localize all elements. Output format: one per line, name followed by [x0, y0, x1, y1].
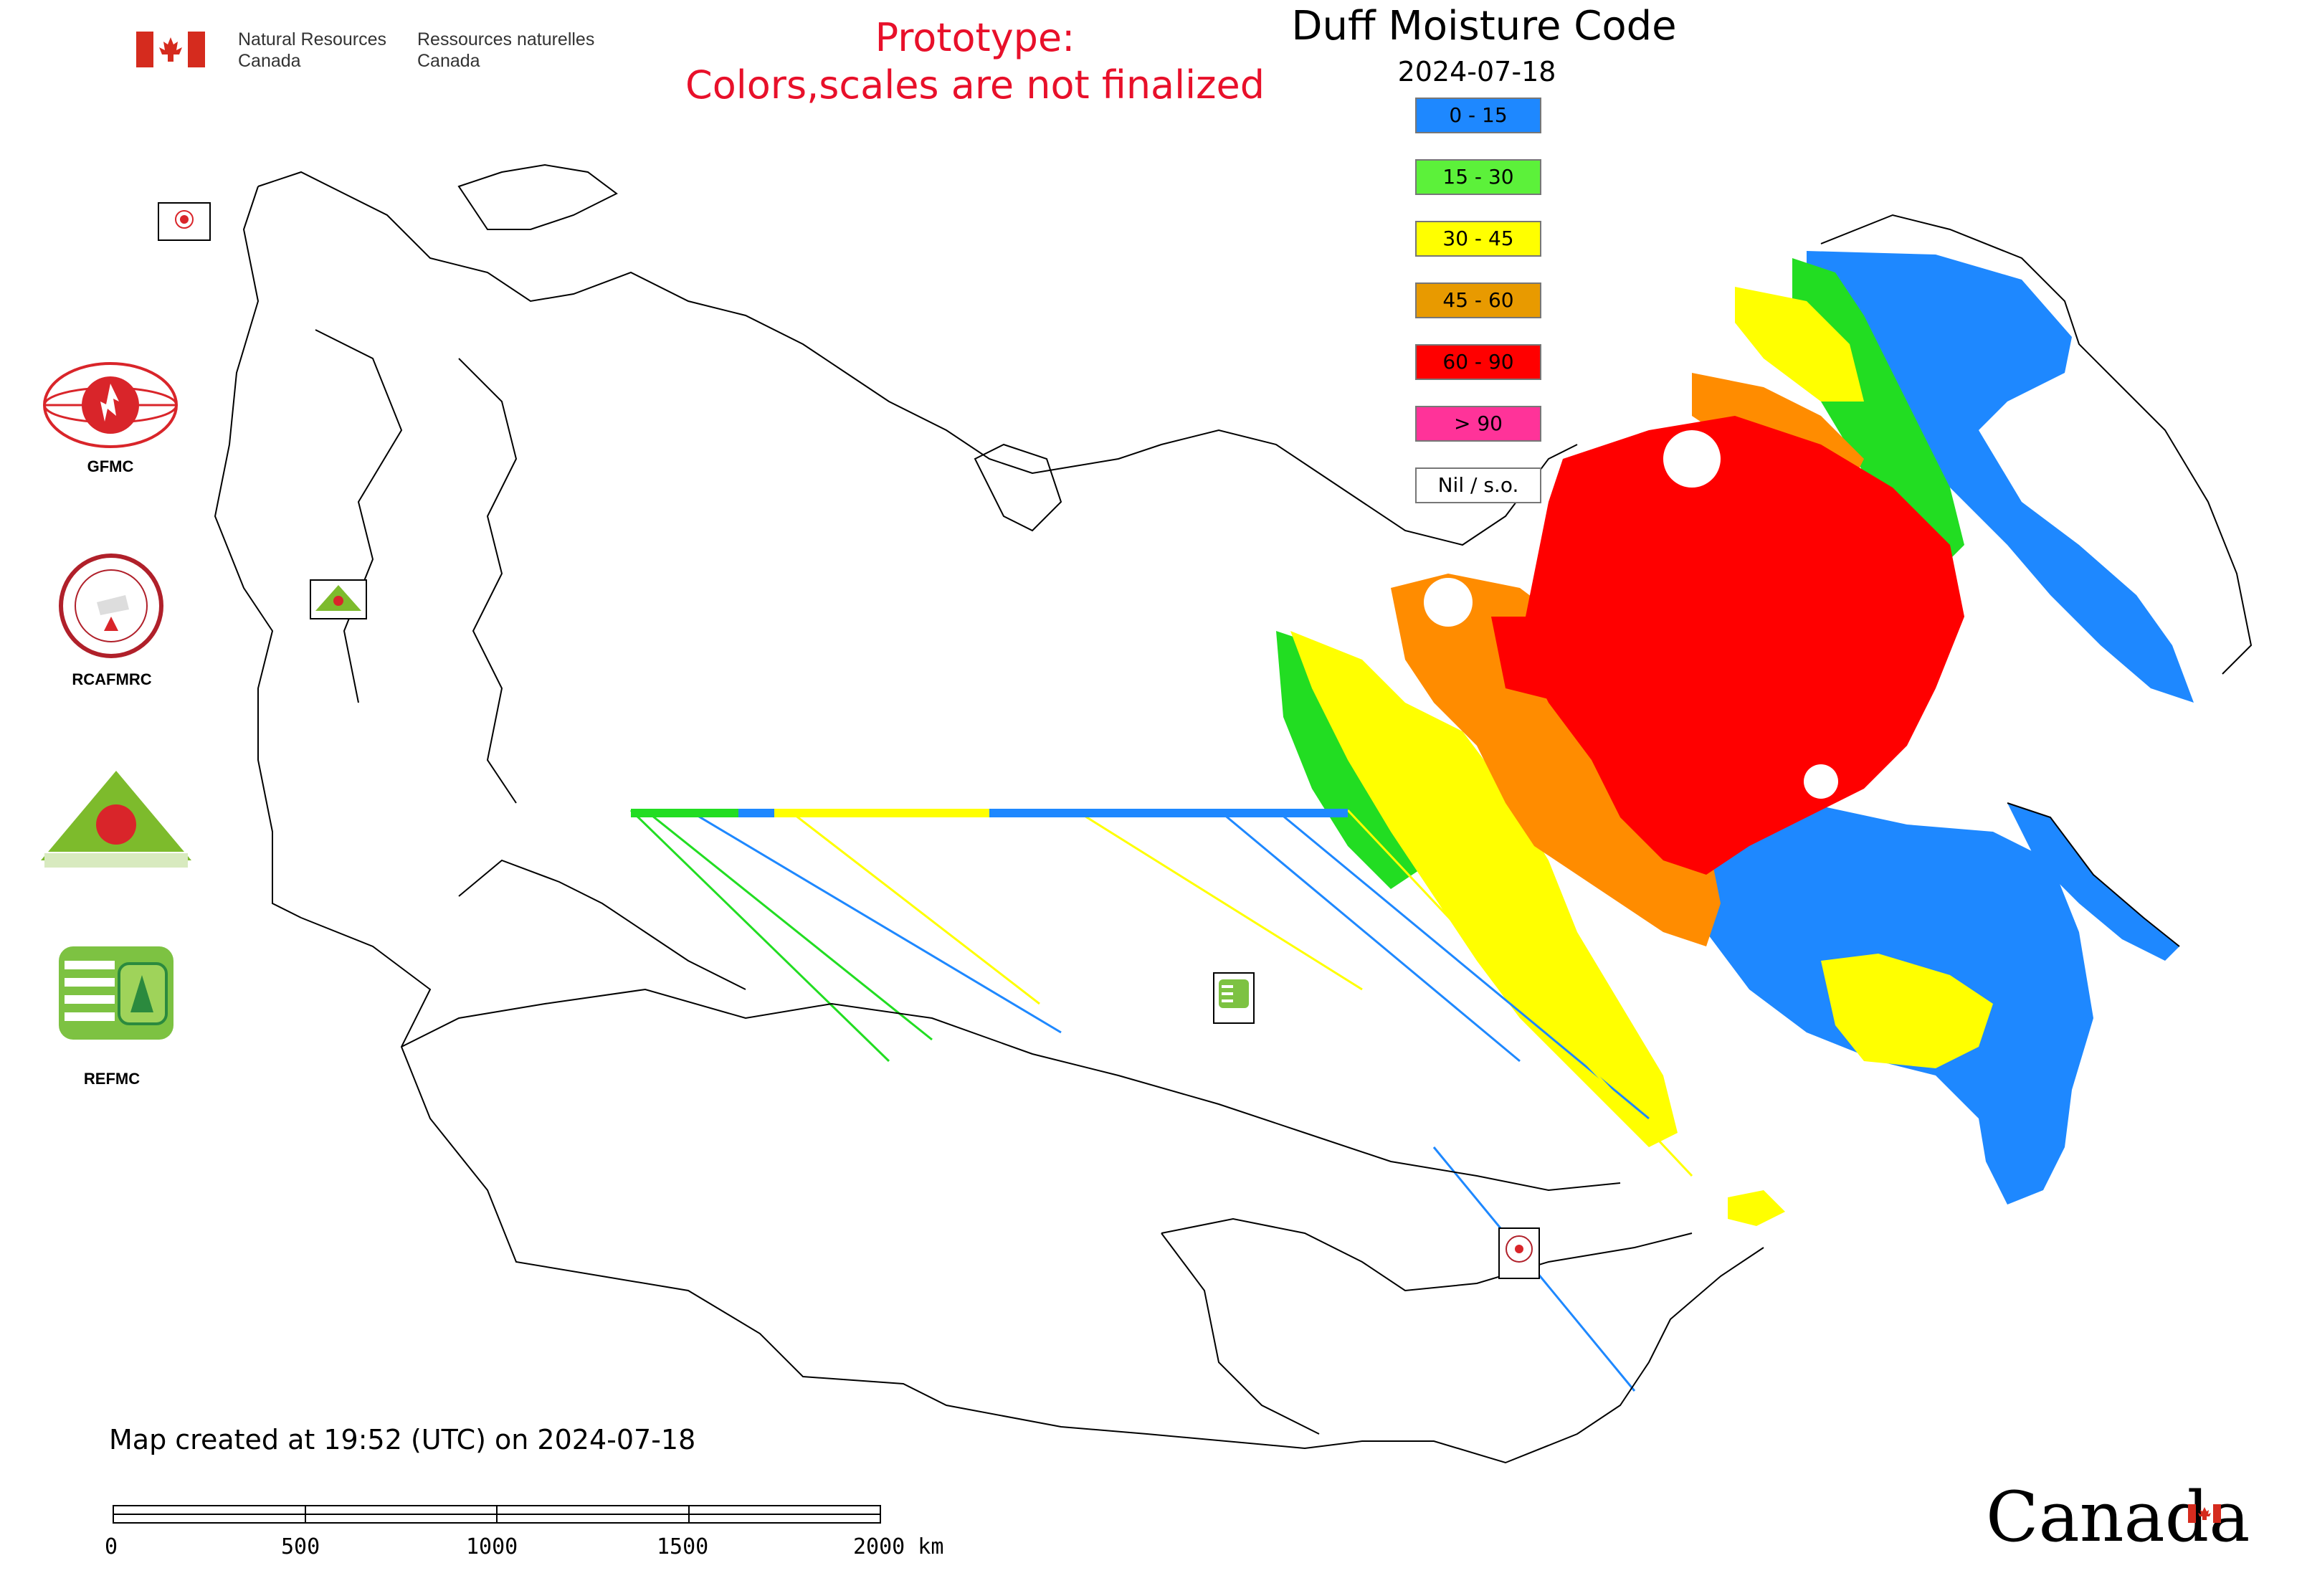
dmc-region-blue-sakhalin — [2007, 803, 2179, 961]
streak — [688, 809, 1062, 1034]
boundary-china — [1161, 1232, 1320, 1435]
map-created-note: Map created at 19:52 (UTC) on 2024-07-18 — [109, 1424, 696, 1455]
scale-label-1000: 1000 — [466, 1534, 518, 1559]
island-severnaya — [974, 443, 1062, 532]
legend-label: 15 - 30 — [1442, 165, 1514, 189]
canada-wordmark-flag-icon — [2188, 1504, 2221, 1523]
scale-label-500: 500 — [281, 1534, 320, 1559]
refmc-logo-icon — [59, 946, 173, 1040]
org-name-en: Natural Resources Canada — [238, 29, 386, 72]
legend-label: 30 - 45 — [1442, 227, 1514, 250]
dmc-region-yellow-3 — [1735, 287, 1864, 402]
scale-label-0: 0 — [105, 1534, 118, 1559]
boundary-south — [300, 917, 1764, 1464]
gfmc-label: GFMC — [87, 457, 134, 475]
rcafmrc-marker-icon — [1498, 1227, 1540, 1279]
island-novaya-zemlya — [457, 163, 618, 230]
legend-item-30-45: 30 - 45 — [1415, 221, 1541, 257]
reefmc-marker-icon — [310, 579, 367, 619]
boundary-interior-1 — [458, 859, 746, 990]
coastline-east — [1820, 214, 2253, 675]
legend-item-over-90: > 90 — [1415, 406, 1541, 442]
org-en-line1: Natural Resources — [238, 29, 387, 49]
legend-item-nil: Nil / s.o. — [1415, 467, 1541, 503]
streak — [1346, 809, 1693, 1177]
org-en-line2: Canada — [238, 51, 301, 71]
dmc-region-yellow — [1290, 631, 1678, 1147]
map-date: 2024-07-18 — [1397, 56, 1556, 87]
canada-flag-icon — [136, 32, 205, 67]
boundary-interior-2 — [458, 358, 518, 804]
coastline-north — [257, 171, 1578, 546]
dmc-hole — [1804, 764, 1838, 799]
scale-label-1500: 1500 — [657, 1534, 709, 1559]
legend-item-15-30: 15 - 30 — [1415, 159, 1541, 195]
dmc-hole — [1424, 578, 1473, 627]
reefmc-logo-icon — [41, 771, 191, 869]
streak — [1275, 809, 1650, 1120]
map-title: Duff Moisture Code — [1291, 3, 1677, 49]
streak — [645, 809, 933, 1041]
org-fr-line1: Ressources naturelles — [417, 29, 595, 49]
prototype-line1: Prototype: — [875, 15, 1075, 60]
refmc-marker-icon — [1213, 972, 1255, 1024]
dmc-fill-layer — [629, 251, 2194, 1392]
streak — [1075, 809, 1363, 991]
legend-label: Nil / s.o. — [1437, 473, 1519, 497]
boundary-mongolia — [1161, 1217, 1693, 1292]
legend-label: > 90 — [1454, 412, 1503, 435]
dmc-band-top-yellow — [774, 809, 989, 817]
gfmc-marker-icon — [158, 202, 211, 241]
boundary-interior-3 — [315, 329, 403, 703]
dmc-region-red — [1520, 416, 1964, 875]
legend-label: 45 - 60 — [1442, 288, 1514, 312]
prototype-warning: Prototype: Colors,scales are not finaliz… — [617, 14, 1333, 109]
scale-label-2000: 2000 km — [853, 1534, 944, 1559]
refmc-label: REFMC — [83, 1070, 141, 1088]
streak — [629, 809, 890, 1063]
island-sakhalin — [2007, 802, 2180, 947]
scale-bar — [113, 1505, 881, 1524]
dmc-region-red-2 — [1491, 617, 1577, 703]
rcafmrc-label: RCAFMRC — [72, 670, 152, 688]
legend-label: 0 - 15 — [1449, 103, 1508, 127]
legend-item-0-15: 0 - 15 — [1415, 98, 1541, 133]
streak — [788, 809, 1040, 1005]
gfmc-logo-icon — [43, 362, 178, 448]
dmc-region-blue-northeast — [1807, 251, 2194, 703]
dmc-band-top-green — [631, 809, 738, 817]
streak — [1218, 809, 1521, 1063]
boundary-west — [214, 186, 302, 918]
dmc-hole — [1663, 430, 1721, 488]
boundaries — [214, 163, 2253, 1464]
legend-item-45-60: 45 - 60 — [1415, 282, 1541, 318]
prototype-line2: Colors,scales are not finalized — [685, 62, 1265, 108]
legend-item-60-90: 60 - 90 — [1415, 344, 1541, 380]
rcafmrc-logo-icon — [59, 554, 163, 658]
dmc-region-yellow-island — [1728, 1190, 1785, 1226]
dmc-hole — [1688, 1107, 1711, 1130]
org-fr-line2: Canada — [417, 51, 480, 71]
legend-label: 60 - 90 — [1442, 350, 1514, 374]
boundary-kazakh — [401, 988, 1621, 1192]
dmc-hole — [2079, 1111, 2108, 1140]
dmc-region-orange — [1391, 574, 1721, 946]
org-name-fr: Ressources naturelles Canada — [417, 29, 594, 72]
dmc-region-yellow-2 — [1821, 954, 1993, 1068]
